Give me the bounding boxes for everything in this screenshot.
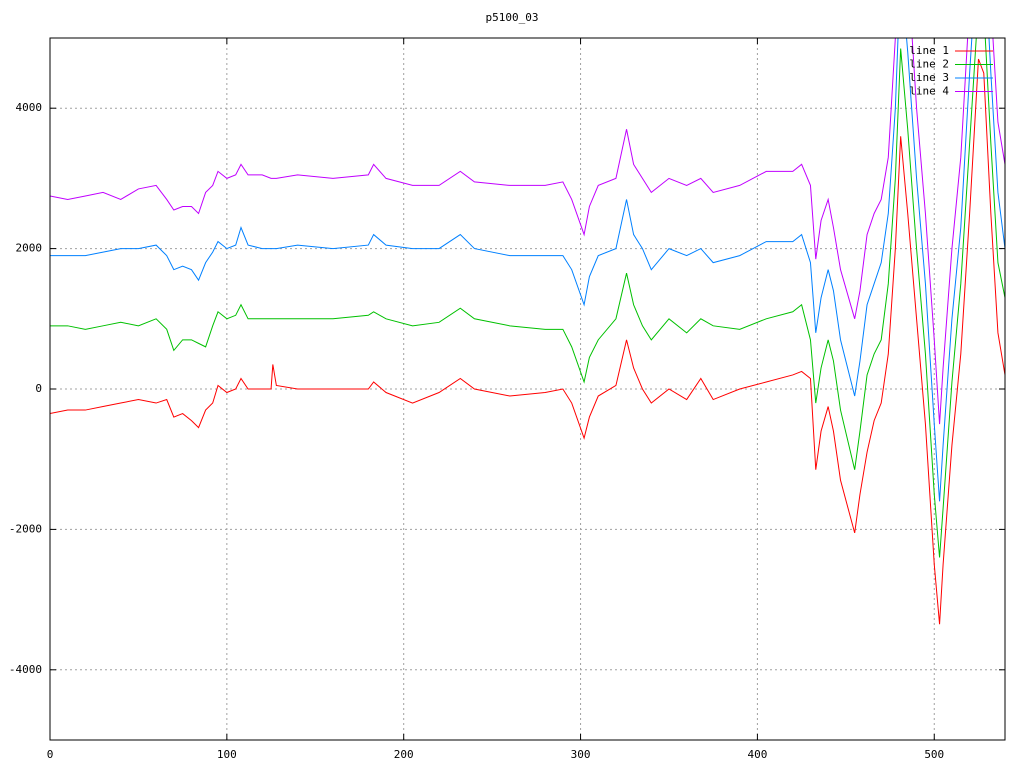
data-line	[50, 38, 1005, 425]
y-tick-label: 0	[35, 382, 42, 395]
data-line	[50, 38, 1005, 558]
legend-label: line 2	[909, 58, 949, 71]
chart-title: p5100_03	[486, 11, 539, 24]
x-tick-label: 200	[394, 748, 414, 761]
x-tick-label: 400	[747, 748, 767, 761]
legend-label: line 1	[909, 44, 949, 57]
y-tick-label: -4000	[9, 663, 42, 676]
y-tick-label: 4000	[16, 101, 43, 114]
x-tick-label: 0	[47, 748, 54, 761]
legend-label: line 4	[909, 85, 949, 98]
x-tick-label: 100	[217, 748, 237, 761]
y-tick-label: -2000	[9, 522, 42, 535]
x-tick-label: 300	[571, 748, 591, 761]
data-line	[50, 58, 1005, 625]
x-tick-label: 500	[924, 748, 944, 761]
plot-border	[49, 37, 1006, 741]
y-tick-label: 2000	[16, 242, 43, 255]
legend-label: line 3	[909, 71, 949, 84]
